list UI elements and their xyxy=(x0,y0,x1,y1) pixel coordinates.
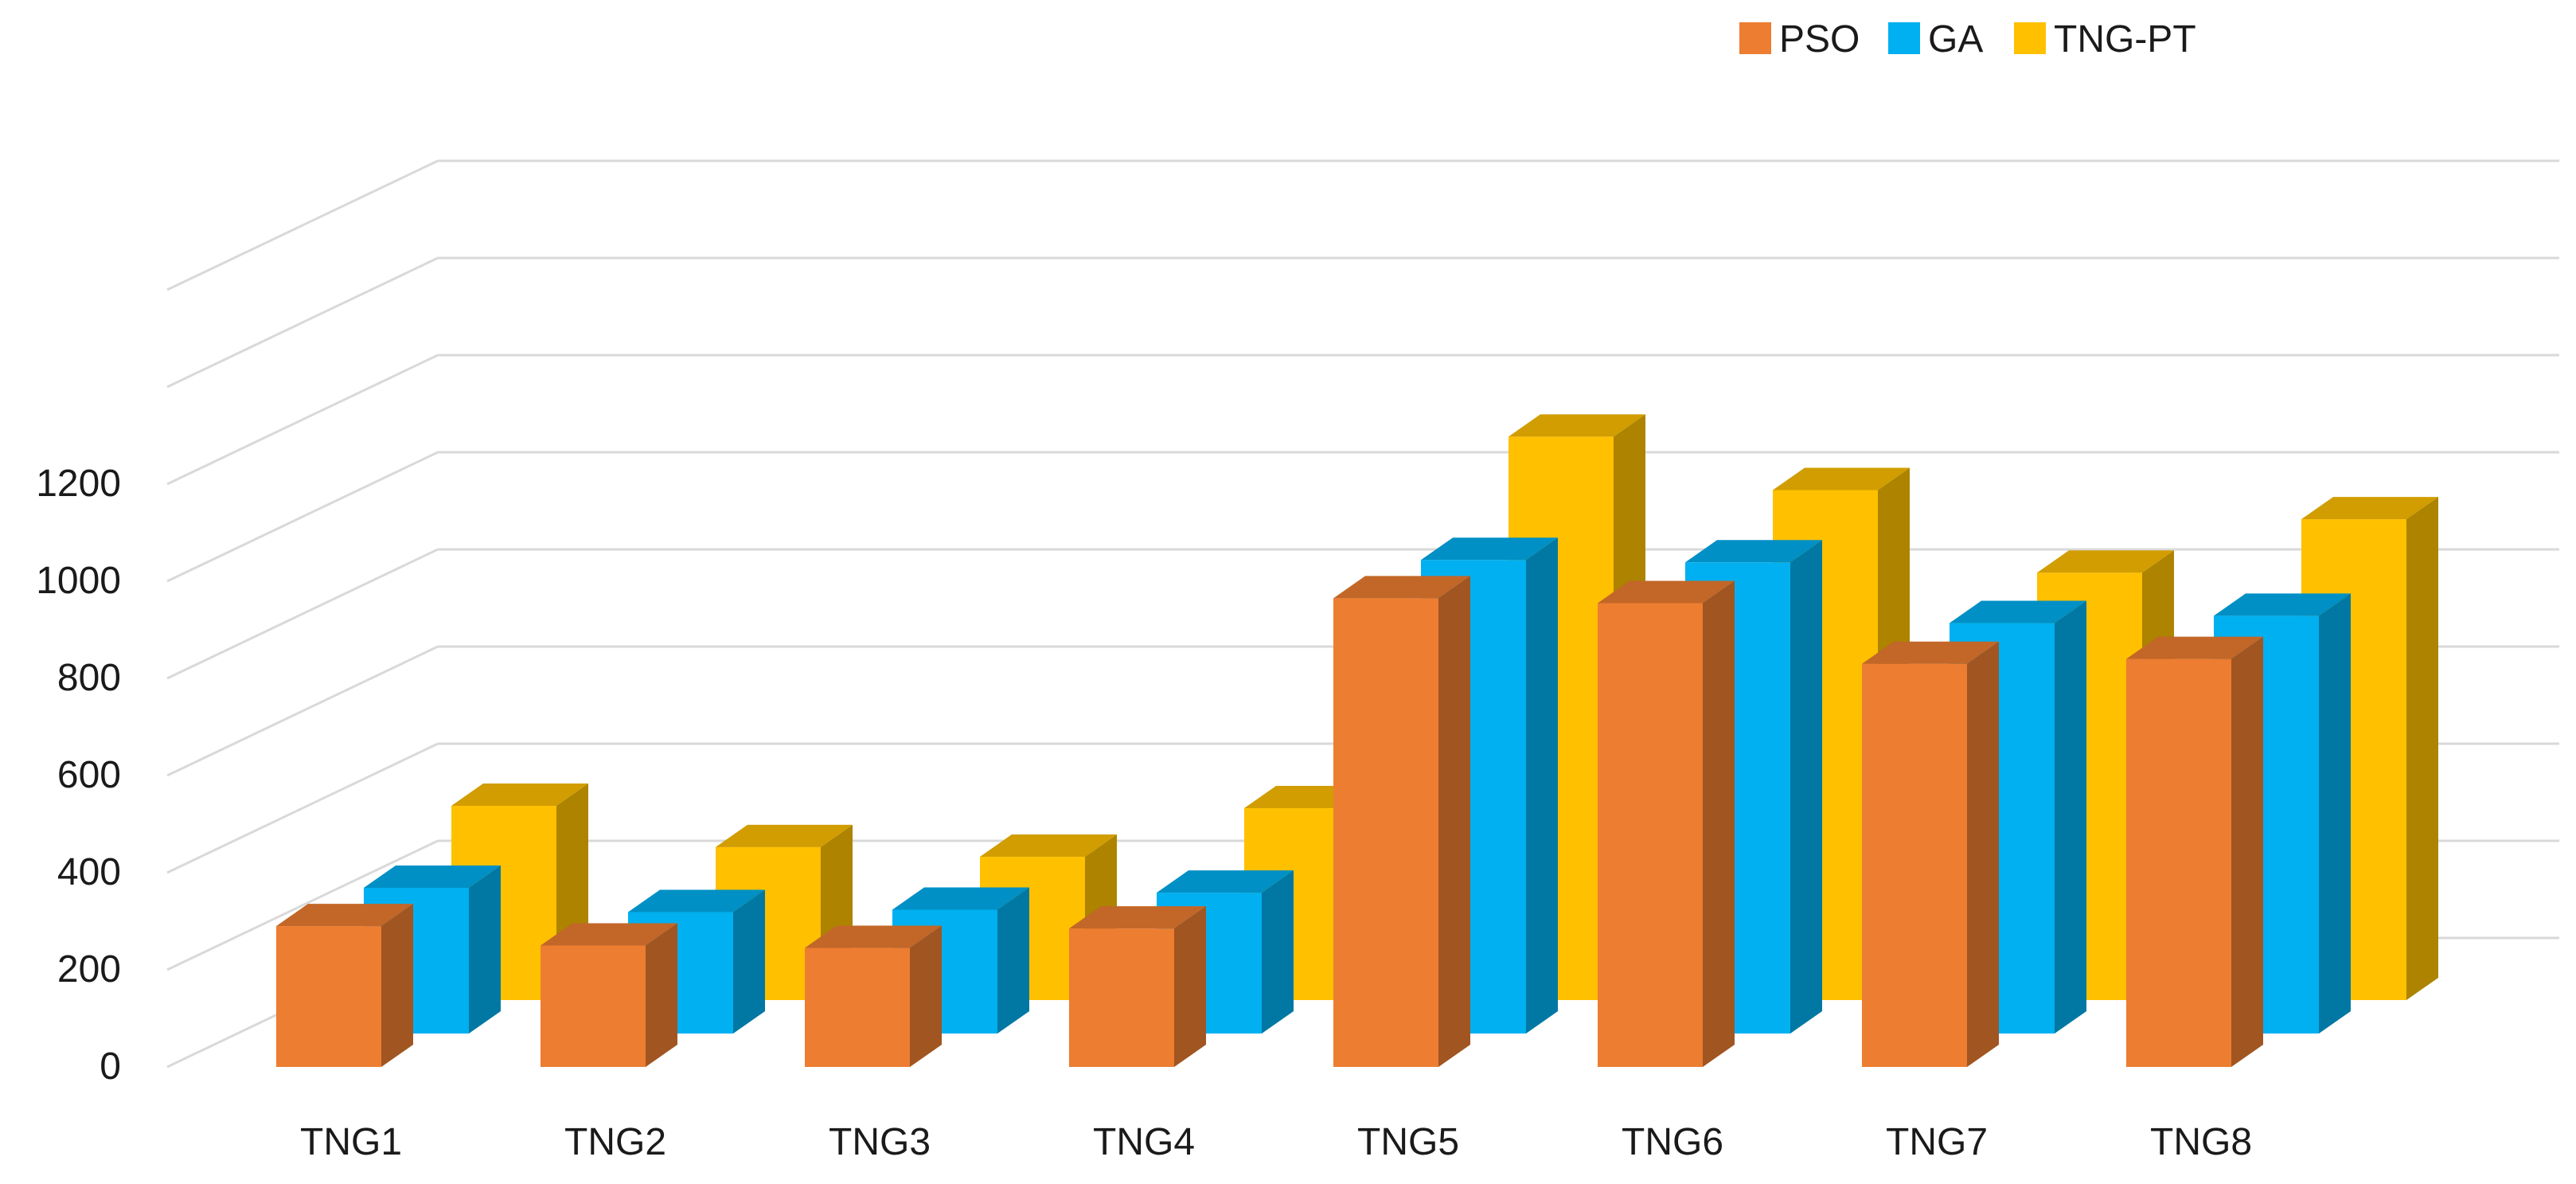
x-category-label: TNG6 xyxy=(1622,1121,1723,1163)
y-tick-label: 200 xyxy=(57,948,121,991)
bar xyxy=(541,923,677,1067)
bar xyxy=(2126,636,2263,1067)
gridline-diagonal xyxy=(166,159,439,291)
legend-item: GA xyxy=(1888,18,1983,61)
bar xyxy=(276,904,413,1067)
bar-side xyxy=(1174,906,1206,1067)
bar-top xyxy=(1509,414,1645,437)
bar-side xyxy=(733,889,765,1034)
bar-side xyxy=(910,925,942,1067)
bar-front xyxy=(2126,658,2231,1067)
bar-top xyxy=(892,887,1029,910)
bar-top xyxy=(2037,550,2174,573)
bar-top xyxy=(805,925,942,948)
y-axis: 0 200 400 600 800 1000 1200 xyxy=(36,463,121,1088)
x-category-label: TNG2 xyxy=(564,1121,666,1163)
x-category-label: TNG5 xyxy=(1357,1121,1459,1163)
legend-swatch xyxy=(1739,22,1771,54)
bar-top xyxy=(451,783,588,806)
bar-top xyxy=(2126,636,2263,659)
bar-top xyxy=(276,904,413,927)
gridline-diagonal xyxy=(166,451,439,583)
bar-top xyxy=(716,824,853,847)
bar-front xyxy=(276,926,381,1067)
series-pso xyxy=(276,576,2263,1067)
legend-swatch xyxy=(2014,22,2046,54)
bar-side xyxy=(1790,540,1822,1034)
bar-top xyxy=(2214,593,2351,616)
x-axis: TNG1 TNG2 TNG3 TNG4 TNG5 TNG6 TNG7 TNG8 xyxy=(300,1121,2252,1163)
bar-front xyxy=(1333,598,1438,1067)
bar-top xyxy=(1862,641,1999,664)
bar-side xyxy=(1967,641,1999,1067)
bar-top xyxy=(541,923,677,946)
y-tick-label: 600 xyxy=(57,754,121,796)
bar-top xyxy=(364,866,501,888)
bar-front xyxy=(1598,603,1703,1067)
x-category-label: TNG8 xyxy=(2150,1121,2252,1163)
legend-label: PSO xyxy=(1779,18,1860,61)
bar xyxy=(1598,580,1735,1067)
bar-top xyxy=(1333,576,1470,599)
bar-side xyxy=(1438,576,1470,1067)
bar-front xyxy=(1069,928,1174,1067)
gridline-diagonal xyxy=(166,256,439,389)
bar-top xyxy=(1598,580,1735,604)
bar-side xyxy=(997,887,1029,1034)
bar-side xyxy=(646,923,677,1067)
bar-side xyxy=(381,904,413,1067)
x-category-label: TNG7 xyxy=(1886,1121,1988,1163)
gridline-diagonal xyxy=(166,354,439,486)
bar xyxy=(628,889,765,1034)
bar-top xyxy=(1157,870,1294,893)
legend-label: GA xyxy=(1928,18,1983,61)
bar xyxy=(805,925,942,1067)
bar-side xyxy=(2319,593,2351,1034)
y-tick-label: 1200 xyxy=(36,463,121,505)
bar xyxy=(1862,641,1999,1067)
x-category-label: TNG1 xyxy=(300,1121,402,1163)
bar-side xyxy=(1526,537,1558,1034)
bar-front xyxy=(541,945,646,1067)
gridline-diagonal xyxy=(166,645,439,777)
legend: PSO GA TNG-PT xyxy=(1739,18,2196,61)
bar xyxy=(1069,906,1206,1067)
x-category-label: TNG4 xyxy=(1093,1121,1195,1163)
gridline-diagonal xyxy=(166,839,439,971)
y-tick-label: 0 xyxy=(100,1045,121,1088)
bar-top xyxy=(1421,537,1558,561)
bar-top xyxy=(2301,497,2438,520)
bar-top xyxy=(628,889,765,912)
bars-layer xyxy=(276,414,2438,1067)
bar-front xyxy=(805,948,910,1067)
y-tick-label: 400 xyxy=(57,851,121,893)
bar-side xyxy=(2055,600,2086,1034)
bar-side xyxy=(1262,870,1294,1034)
bar xyxy=(1333,576,1470,1067)
gridline-diagonal xyxy=(166,548,439,680)
legend-label: TNG-PT xyxy=(2054,18,2196,61)
bar-front xyxy=(1862,663,1967,1067)
legend-swatch xyxy=(1888,22,1920,54)
bar-side xyxy=(469,866,501,1034)
gridline-diagonal xyxy=(166,742,439,874)
bar-side xyxy=(1703,580,1735,1067)
y-tick-label: 800 xyxy=(57,657,121,699)
bar-top xyxy=(1069,906,1206,929)
bar-side xyxy=(2406,497,2438,1000)
legend-item: PSO xyxy=(1739,18,1860,61)
x-category-label: TNG3 xyxy=(829,1121,931,1163)
bar-top xyxy=(980,834,1117,858)
bar-top xyxy=(1773,467,1910,490)
bar-top xyxy=(1950,600,2086,623)
bar-side xyxy=(2231,636,2263,1067)
legend-item: TNG-PT xyxy=(2014,18,2196,61)
bar-top xyxy=(1685,540,1822,563)
y-tick-label: 1000 xyxy=(36,560,121,602)
